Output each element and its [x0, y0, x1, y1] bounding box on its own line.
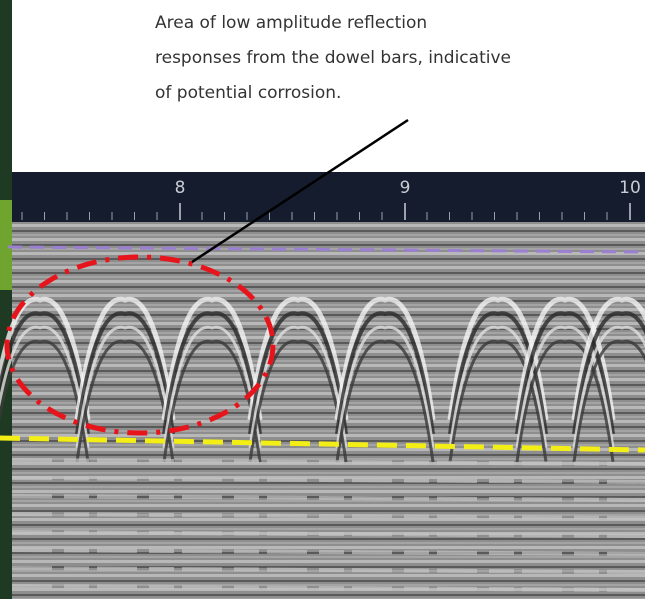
- callout-arrow: [191, 118, 409, 264]
- reflection-hyperbola: [571, 296, 645, 421]
- deep-reflection: [11, 548, 645, 556]
- reflection-hyperbola: [335, 339, 435, 463]
- axis-ticks: 8 9 10: [21, 178, 641, 220]
- deep-reflection: [11, 512, 645, 520]
- reflection-hyperbola: [162, 325, 262, 449]
- tick-label: 9: [400, 178, 411, 198]
- radargram-background: [12, 222, 645, 599]
- deep-reflection: [11, 476, 645, 484]
- reflection-hyperbola: [162, 311, 262, 435]
- reflection-hyperbola: [515, 339, 615, 463]
- reflection-hyperbola: [0, 325, 90, 449]
- reflection-hyperbola: [161, 296, 263, 421]
- reflection-hyperbola: [448, 339, 548, 463]
- reflection-hyperbola: [572, 311, 645, 435]
- radargram: [0, 222, 645, 599]
- reflection-hyperbola: [515, 325, 615, 449]
- reflection-hyperbola: [74, 296, 176, 421]
- axis-bar: [12, 172, 645, 222]
- dowel-depth-line: [0, 435, 645, 453]
- deep-reflection: [11, 458, 645, 466]
- tick-label: 8: [175, 178, 186, 198]
- annotation-line: of potential corrosion.: [155, 83, 341, 103]
- reflection-hyperbola: [515, 311, 615, 435]
- reflection-hyperbola: [75, 311, 175, 435]
- corrosion-area: [4, 254, 276, 436]
- reflection-hyperbola: [248, 339, 348, 463]
- deep-reflection: [11, 494, 645, 502]
- surface-line: [7, 245, 645, 254]
- reflection-hyperbola: [75, 325, 175, 449]
- reflection-hyperbola: [248, 325, 348, 449]
- annotation-line: Area of low amplitude reflection: [155, 13, 427, 33]
- reflection-hyperbola: [572, 339, 645, 463]
- reflection-hyperbola: [247, 296, 349, 421]
- reflection-hyperbola: [0, 296, 91, 421]
- reflection-hyperbola: [335, 325, 435, 449]
- reflection-hyperbola: [572, 325, 645, 449]
- deep-reflection: [11, 584, 645, 592]
- annotation-line: responses from the dowel bars, indicativ…: [155, 48, 511, 68]
- reflection-hyperbola: [0, 339, 90, 463]
- left-photo-strip-accent: [0, 200, 12, 290]
- tick-label: 10: [619, 178, 641, 198]
- reflection-hyperbola: [75, 339, 175, 463]
- reflection-hyperbola: [248, 311, 348, 435]
- deep-reflection: [11, 566, 645, 574]
- left-photo-strip: [0, 0, 12, 599]
- deep-reflection: [11, 530, 645, 538]
- reflection-hyperbola: [0, 311, 90, 435]
- reflection-hyperbola: [335, 311, 435, 435]
- reflection-hyperbola: [334, 296, 436, 421]
